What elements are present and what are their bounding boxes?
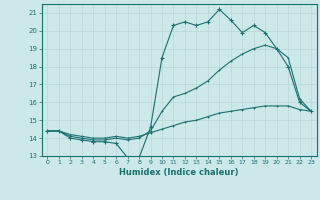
X-axis label: Humidex (Indice chaleur): Humidex (Indice chaleur) — [119, 168, 239, 177]
